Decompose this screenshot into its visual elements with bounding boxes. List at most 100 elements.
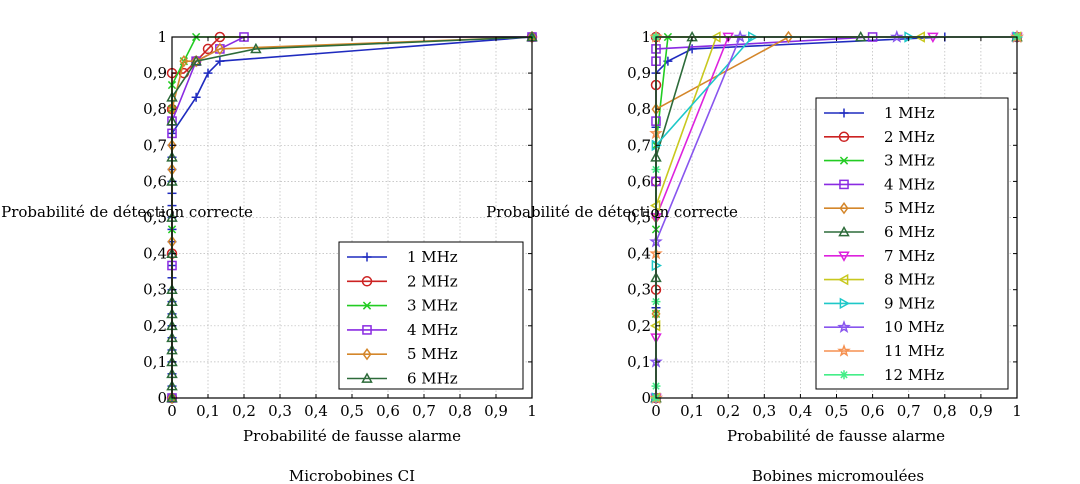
legend-box: [815, 97, 1009, 390]
x-tick-label: 0,2: [716, 402, 740, 420]
x-tick-label: 0,1: [680, 402, 704, 420]
legend-entry: 1 MHz: [824, 104, 935, 122]
x-tick-label: 0,6: [861, 402, 885, 420]
x-tick-label: 0,9: [484, 402, 508, 420]
chart-microbobines: 0 0,1 0,2 0,3 0,4 0,5 0,6 0,7 0,8 0,9 1 0 0,1 0,2 0,3…: [1, 28, 538, 484]
x-tick-label: 0,5: [340, 402, 364, 420]
y-tick-label: 0,2: [627, 317, 651, 335]
series-marker: [889, 29, 904, 43]
legend-entry: 3 MHz: [347, 297, 458, 315]
x-tick-label: 1: [1012, 402, 1022, 420]
series-marker: [191, 92, 201, 102]
series-marker: [202, 43, 214, 55]
x-axis-label: Probabilité de fausse alarme: [243, 427, 461, 445]
legend-entry: 6 MHz: [824, 223, 935, 241]
legend: 1 MHz 2 MHz 3 MHz 4 MHz 5 MHz 6 MHz 7 MHz 8 MHz…: [815, 97, 1009, 390]
legend-entry: 4 MHz: [824, 175, 935, 193]
legend-marker: [838, 225, 850, 237]
legend-label: 5 MHz: [407, 345, 458, 363]
chart-title: Microbobines CI: [289, 467, 415, 484]
legend-label: 5 MHz: [884, 199, 935, 217]
legend-label: 7 MHz: [884, 247, 935, 265]
legend-entry: 4 MHz: [347, 321, 458, 339]
legend-entry: 12 MHz: [824, 366, 944, 384]
legend: 1 MHz 2 MHz 3 MHz 4 MHz 5 MHz 6 MHz: [338, 241, 524, 390]
y-tick-label: 0,6: [143, 172, 167, 190]
legend-marker: [839, 179, 849, 190]
legend-entry: 5 MHz: [347, 345, 458, 363]
y-tick-label: 0,3: [143, 281, 167, 299]
x-tick-label: 0,4: [788, 402, 812, 420]
x-tick-label: 0,8: [448, 402, 472, 420]
legend-marker: [839, 370, 849, 380]
legend-label: 3 MHz: [884, 152, 935, 170]
y-tick-label: 0,4: [143, 245, 167, 263]
x-tick-label: 0,2: [232, 402, 256, 420]
legend-label: 1 MHz: [407, 248, 458, 266]
legend-marker: [839, 156, 849, 165]
x-tick-label: 0,4: [304, 402, 328, 420]
legend-label: 6 MHz: [407, 370, 458, 388]
legend-marker: [362, 301, 372, 310]
legend-label: 6 MHz: [884, 223, 935, 241]
legend-marker: [839, 297, 851, 310]
y-tick-label: 0,2: [143, 317, 167, 335]
legend-marker: [361, 372, 373, 383]
legend-marker: [837, 273, 849, 286]
tick-marks: [171, 36, 533, 399]
legend-entry: 2 MHz: [824, 128, 935, 146]
legend-label: 4 MHz: [407, 321, 458, 339]
y-tick-label: 0,1: [627, 353, 651, 371]
legend-entry: 1 MHz: [347, 248, 458, 266]
x-tick-label: 0,9: [969, 402, 993, 420]
series-marker: [250, 42, 262, 54]
legend-marker: [838, 251, 850, 262]
chart-title: Bobines micromoulées: [752, 467, 924, 484]
series-marker: [179, 54, 189, 68]
series-marker: [215, 56, 225, 66]
series-marker: [203, 68, 213, 78]
legend-entry: 11 MHz: [824, 342, 944, 360]
x-tick-label: 0,7: [412, 402, 436, 420]
legend-marker: [362, 325, 372, 335]
legend-marker: [362, 252, 372, 262]
legend-label: 4 MHz: [884, 175, 935, 193]
y-tick-label: 0,9: [627, 64, 651, 82]
legend-label: 2 MHz: [407, 272, 458, 290]
x-tick-label: 0,3: [268, 402, 292, 420]
x-axis-label: Probabilité de fausse alarme: [727, 427, 945, 445]
series-marker: [215, 42, 225, 56]
y-axis-label: Probabilité de détection correcte: [1, 203, 253, 221]
x-tick-label: 0: [167, 402, 177, 420]
legend-entry: 10 MHz: [824, 318, 944, 336]
x-tick-label: 1: [527, 402, 537, 420]
legend-label: 2 MHz: [884, 128, 935, 146]
legend-entry: 2 MHz: [347, 272, 458, 290]
legend-marker: [837, 320, 851, 333]
x-tick-label: 0,7: [897, 402, 921, 420]
x-tick-label: 0,1: [196, 402, 220, 420]
y-tick-label: 1: [157, 28, 167, 46]
y-tick-label: 0,5: [143, 209, 167, 227]
legend-marker: [837, 343, 851, 357]
y-tick-label: 0,8: [143, 100, 167, 118]
legend-entry: 5 MHz: [824, 199, 935, 217]
y-tick-label: 0,7: [143, 136, 167, 154]
x-tick-label: 0,8: [933, 402, 957, 420]
legend-label: 12 MHz: [884, 366, 944, 384]
x-tick-label: 0,5: [825, 402, 849, 420]
legend-box: [338, 241, 524, 390]
y-tick-label: 1: [641, 28, 651, 46]
x-tick-labels: 0 0,1 0,2 0,3 0,4 0,5 0,6 0,7 0,8 0,9 1: [651, 402, 1022, 420]
legend-label: 1 MHz: [884, 104, 935, 122]
x-tick-labels: 0 0,1 0,2 0,3 0,4 0,5 0,6 0,7 0,8 0,9 1: [167, 402, 537, 420]
y-tick-labels: 0 0,1 0,2 0,3 0,4 0,5 0,6 0,7 0,8 0,9 1: [627, 28, 651, 407]
y-tick-label: 0,9: [143, 64, 167, 82]
y-tick-label: 0,1: [143, 353, 167, 371]
legend-marker: [838, 131, 850, 143]
y-tick-label: 0,5: [627, 209, 651, 227]
legend-entry: 6 MHz: [347, 370, 458, 388]
chart-bobines-micromoulees: 0 0,1 0,2 0,3 0,4 0,5 0,6 0,7 0,8 0,9 1 0 0,1 0,2 0,3…: [486, 28, 1024, 484]
x-tick-label: 0,3: [752, 402, 776, 420]
y-tick-label: 0,3: [627, 281, 651, 299]
